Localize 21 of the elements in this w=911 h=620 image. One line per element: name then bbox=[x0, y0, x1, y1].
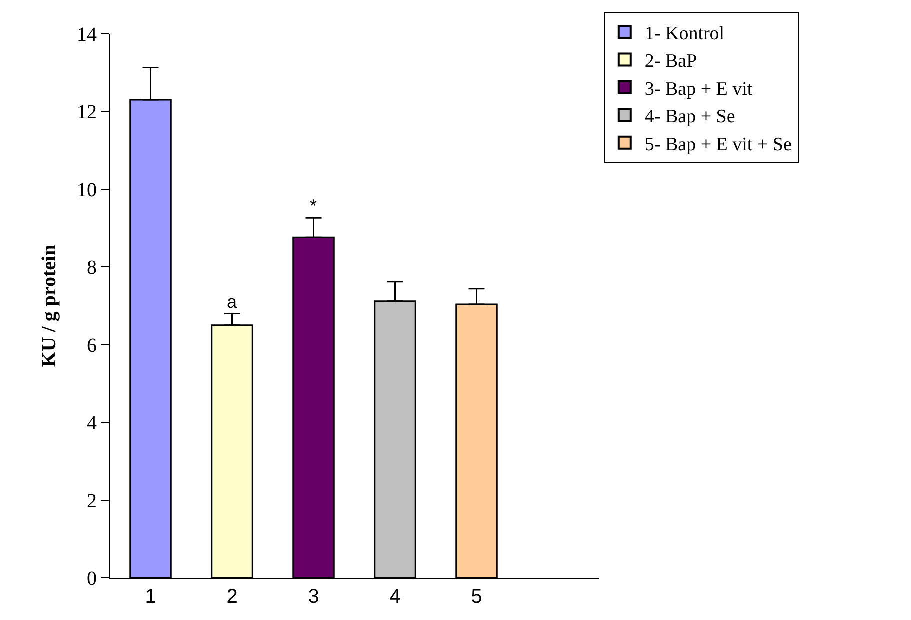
legend-label: 2- BaP bbox=[644, 51, 698, 72]
annotation: * bbox=[310, 196, 318, 216]
y-tick-label: 2 bbox=[87, 490, 97, 512]
legend-label: 5- Bap + E vit + Se bbox=[644, 134, 792, 156]
y-tick-label: 14 bbox=[77, 24, 97, 46]
legend-label: 1- Kontrol bbox=[644, 24, 725, 44]
legend-label: 4- Bap + Se bbox=[644, 106, 736, 128]
annotation: a bbox=[227, 292, 238, 312]
y-axis-title: KU / g protein bbox=[38, 244, 60, 368]
y-tick-label: 12 bbox=[77, 102, 97, 124]
y-tick-label: 10 bbox=[77, 179, 97, 202]
y-tick-label: 0 bbox=[87, 568, 97, 590]
x-tick-label: 2 bbox=[226, 586, 238, 608]
x-tick-label: 1 bbox=[145, 586, 156, 608]
legend-label: 3- Bap + E vit bbox=[644, 78, 754, 100]
y-tick-label: 6 bbox=[87, 334, 97, 357]
y-tick-label: 4 bbox=[87, 412, 97, 435]
y-tick-label: 8 bbox=[87, 257, 97, 280]
x-tick-label: 4 bbox=[390, 586, 401, 608]
x-tick-label: 5 bbox=[471, 586, 482, 608]
x-tick-label: 3 bbox=[308, 586, 320, 608]
